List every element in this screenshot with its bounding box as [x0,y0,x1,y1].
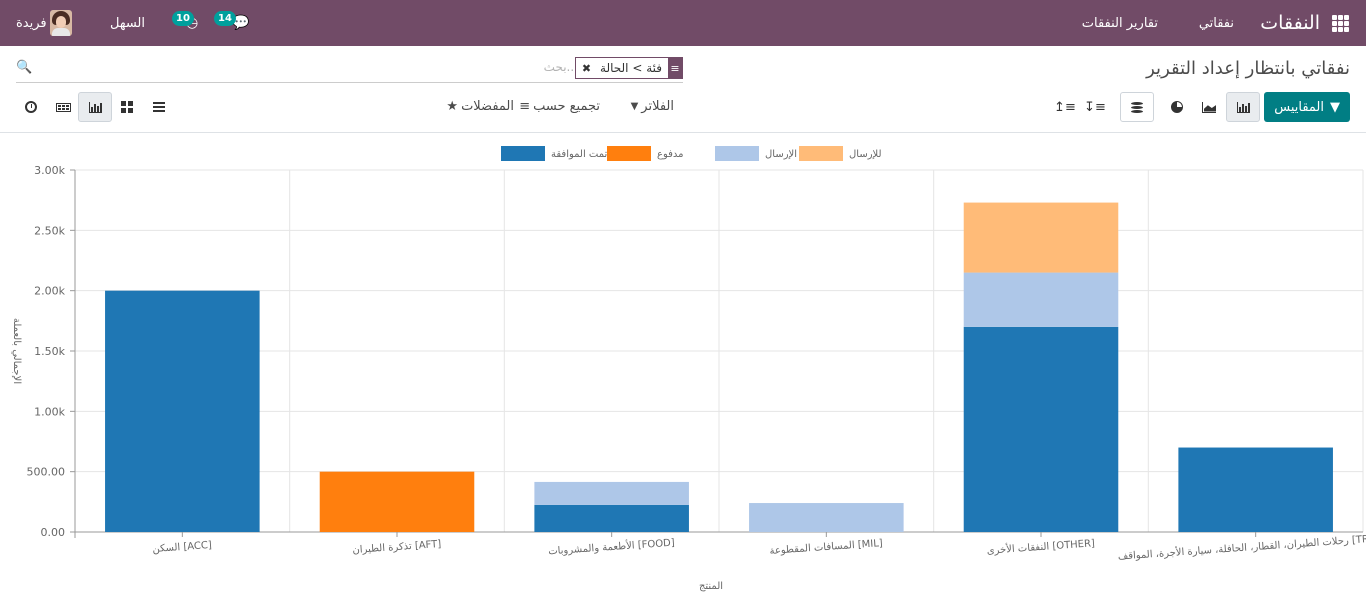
y-tick-label: 1.50k [34,345,65,358]
bar-segment [963,202,1119,273]
kanban-icon [121,101,133,113]
y-tick-label: 3.00k [34,164,65,177]
favorites-label: المفضلات [461,99,514,114]
line-chart-button[interactable] [1192,92,1226,122]
measures-button[interactable]: المقاييس ▼ [1264,92,1350,122]
sort-descending-button[interactable]: ↧≡ [1078,92,1112,122]
y-tick-label: 2.00k [34,285,65,298]
bar-segment [963,272,1119,327]
facet-value: فئة > الحالة [600,61,662,75]
sort-desc-icon: ↧≡ [1084,99,1106,115]
pie-chart-icon [1171,101,1183,113]
area-chart-icon [1202,101,1216,113]
bar-chart-icon [1236,101,1250,113]
search-facet[interactable]: ✖ فئة > الحالة ≡ [574,57,683,79]
bar-segment [963,326,1119,532]
group-by-label: تجميع حسب [533,99,600,114]
group-by-icon: ≡ [668,58,682,78]
bar-chart-button[interactable] [1226,92,1260,122]
app-brand[interactable]: النفقات [1260,12,1320,34]
bar-segment [534,504,689,532]
search-icon[interactable]: 🔍 [16,60,33,75]
chat-count-badge: 14 [214,11,236,26]
y-tick-label: 500.00 [27,466,66,479]
x-category-label: [FOOD] الأطعمة والمشروبات [548,536,675,558]
x-category-label: [AFT] تذكرة الطيران [352,539,442,556]
legend-swatch [799,146,843,161]
star-icon: ★ [446,99,459,114]
bar-segment [319,471,475,532]
top-navbar: النفقات نفقاتي تقارير النفقات 💬 14 ◷ 10 … [0,0,1366,46]
x-category-label: [MIL] المسافات المقطوعة [769,538,883,557]
graph-view-button[interactable] [78,92,112,122]
expense-bar-chart: 0.00 500.00 1.00k 1.50k 2.00k 2.50k 3.00k [ACC]… [11,146,1366,592]
table-icon [55,102,71,112]
y-tick-label: 0.00 [41,526,66,539]
x-category-label: [OTHER] النفقات الأخرى [986,536,1095,557]
page-title: نفقاتي بانتظار إعداد التقرير [1146,58,1350,79]
x-category-label: [TRANS] رحلات الطيران، القطار، الحافلة، … [1117,530,1366,562]
y-axis-title: الإجمالي بالعملة [11,318,22,384]
pivot-view-button[interactable] [48,92,78,122]
close-icon[interactable]: ✖ [581,61,592,75]
chat-icon[interactable]: 💬 [232,15,250,31]
activity-view-button[interactable] [16,92,46,122]
bar-segment [105,290,260,532]
company-switcher[interactable]: السهل [110,15,146,31]
caret-down-icon: ▼ [1330,99,1340,115]
sort-ascending-button[interactable]: ↥≡ [1048,92,1082,122]
search-bar[interactable]: 🔍 بحث... ✖ فئة > الحالة ≡ [16,56,683,83]
bar-segment [534,481,689,505]
graph-icon [88,101,102,113]
clock-icon [25,101,37,113]
legend-swatch [501,146,545,161]
group-by-menu-icon: ≡ [519,99,531,114]
menu-expense-reports[interactable]: تقارير النفقات [1081,15,1158,31]
filters-label: الفلاتر [641,99,674,114]
legend-label: تم الإرسال [765,149,810,160]
pie-chart-button[interactable] [1160,92,1194,122]
user-name[interactable]: فريدة [16,15,47,31]
favorites-dropdown[interactable]: ★ المفضلات [446,99,514,114]
legend-label: تمت الموافقة [551,149,608,160]
y-tick-label: 1.00k [34,405,65,418]
apps-menu-icon[interactable] [1332,0,1352,46]
y-tick-label: 2.50k [34,224,65,237]
search-input[interactable]: بحث... [543,60,578,74]
sort-asc-icon: ↥≡ [1054,99,1076,115]
kanban-view-button[interactable] [112,92,142,122]
list-icon [153,102,165,112]
menu-my-expenses[interactable]: نفقاتي [1198,15,1234,31]
bar-segment [1178,447,1333,532]
avatar[interactable] [50,10,72,36]
legend-swatch [715,146,759,161]
legend-label: مدفوع [657,149,684,160]
measures-label: المقاييس [1274,99,1324,115]
group-by-dropdown[interactable]: ≡ تجميع حسب [519,99,600,114]
stacked-icon [1131,101,1143,113]
list-view-button[interactable] [144,92,174,122]
filters-dropdown[interactable]: ▼ الفلاتر [631,99,674,114]
bar-segment [749,503,904,532]
legend-swatch [607,146,651,161]
stacked-toggle-button[interactable] [1120,92,1154,122]
activity-count-badge: 10 [172,11,194,26]
x-axis-title: المنتج [699,581,723,592]
x-category-label: [ACC] السكن [152,540,212,555]
legend-label: للإرسال [849,149,882,160]
control-panel-divider [0,132,1366,133]
filter-icon: ▼ [630,101,639,112]
